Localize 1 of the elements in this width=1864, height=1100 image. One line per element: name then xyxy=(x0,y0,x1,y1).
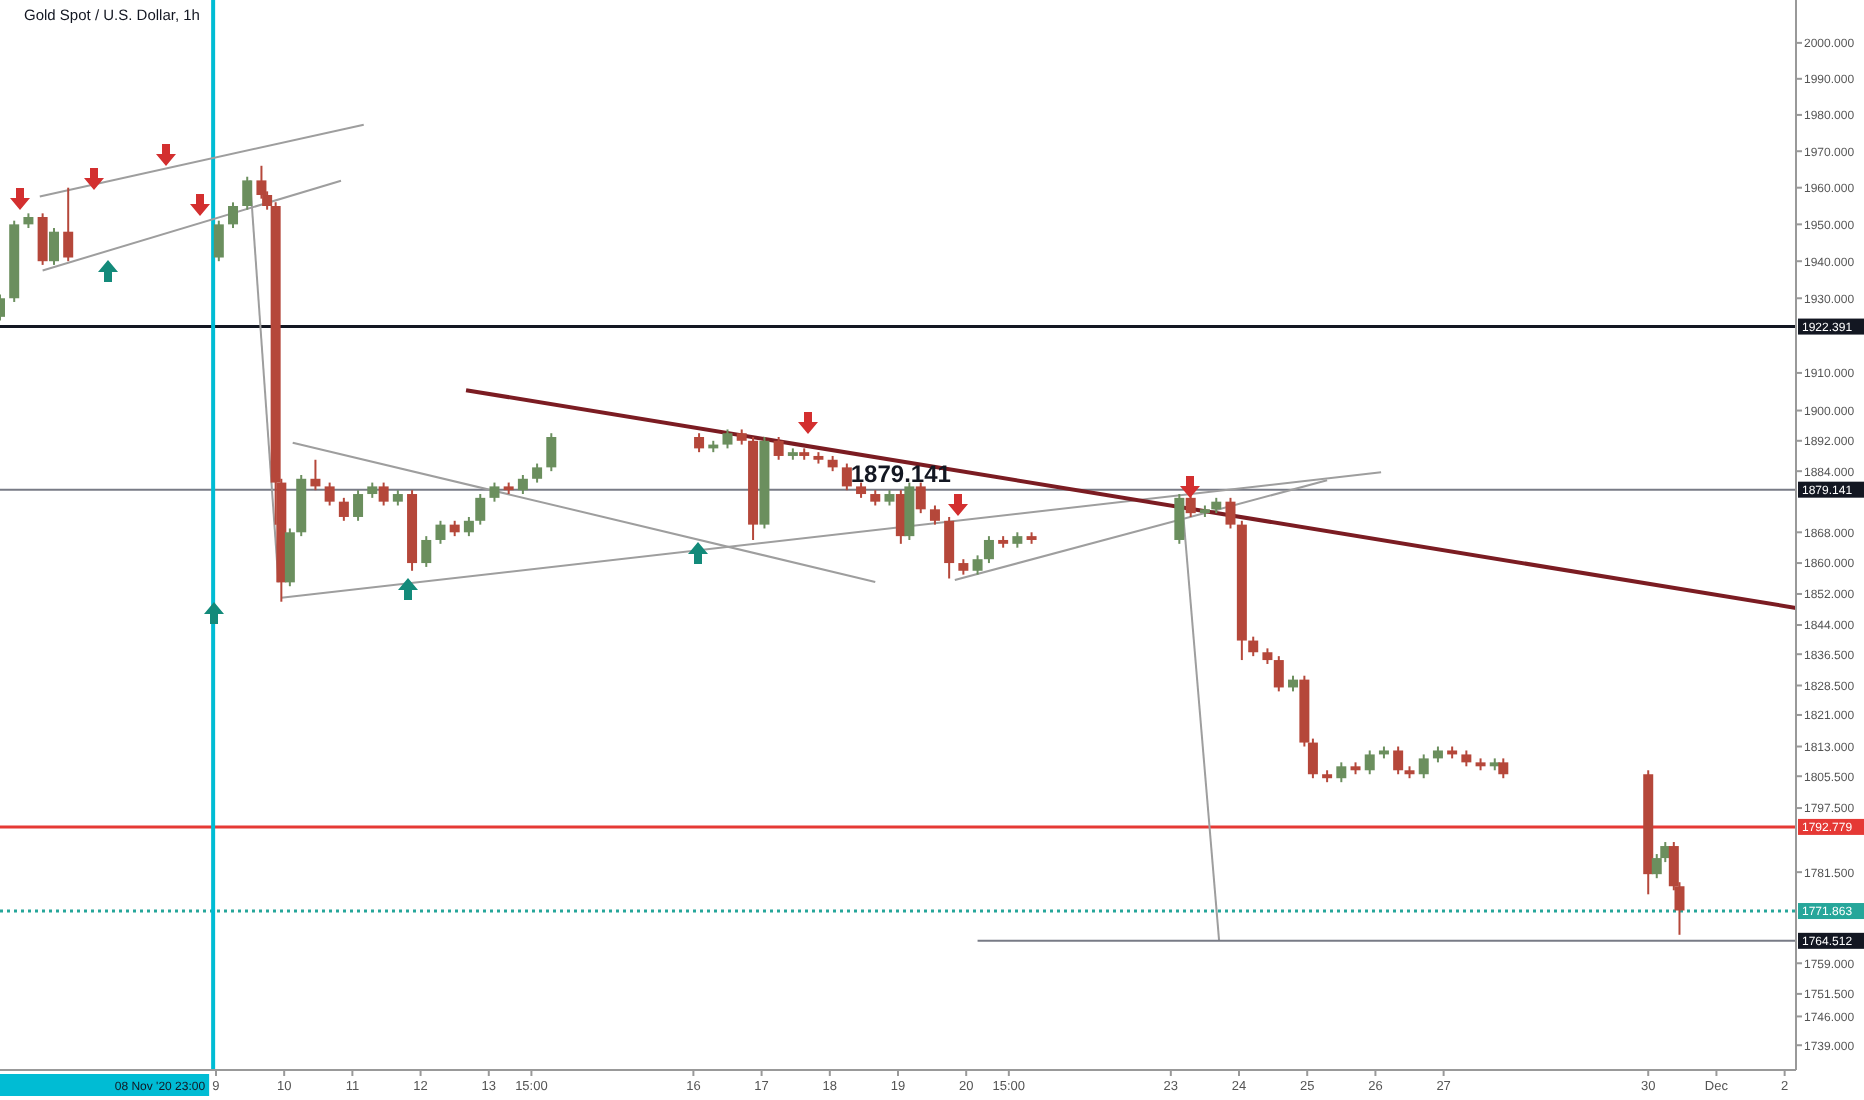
annotation: 1879.141 xyxy=(850,459,952,488)
